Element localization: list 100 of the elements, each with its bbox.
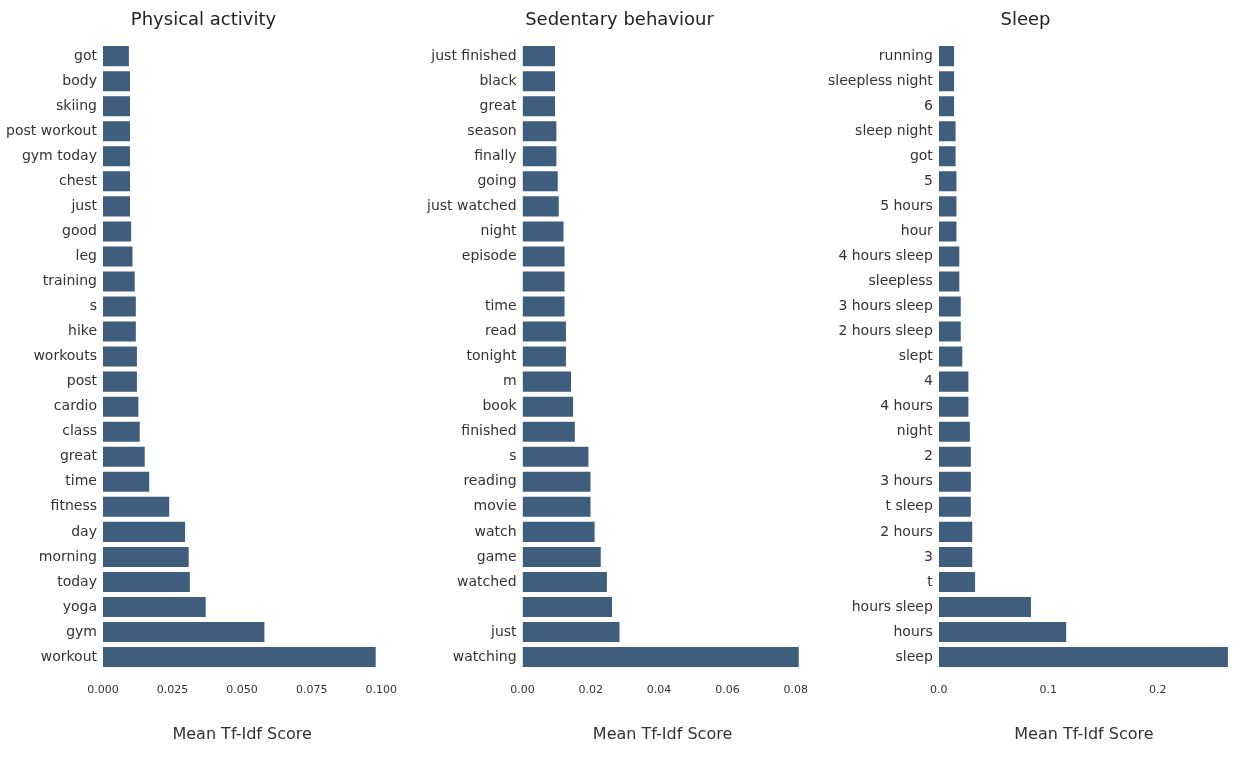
y-tick-label: time	[65, 472, 97, 489]
bar	[938, 96, 955, 117]
y-tick-label: season	[467, 121, 517, 138]
bar	[938, 396, 969, 417]
bar	[102, 622, 265, 643]
chart-title: Physical activity	[130, 8, 277, 30]
bar	[938, 546, 973, 567]
y-tick-label: fitness	[50, 497, 97, 514]
bar	[522, 471, 591, 492]
bar	[102, 346, 137, 367]
y-tick-label: hours sleep	[851, 597, 933, 614]
bar	[522, 546, 601, 567]
y-tick-label: just finished	[430, 46, 517, 63]
bar	[102, 246, 133, 267]
bar	[102, 521, 186, 542]
y-tick-label: hour	[900, 222, 934, 239]
y-tick-label: 4 hours sleep	[838, 247, 933, 264]
y-tick-label: morning	[38, 547, 97, 564]
x-tick-label: 0.025	[156, 683, 189, 697]
bar	[938, 647, 1228, 668]
chart-title: Sedentary behaviour	[525, 8, 715, 30]
bar	[102, 596, 206, 618]
y-tick-label: yoga	[62, 597, 97, 614]
bar	[938, 421, 970, 442]
x-tick-label: 0.075	[295, 683, 328, 697]
y-tick-label: great	[479, 96, 518, 113]
y-tick-label: got	[74, 46, 98, 63]
bar	[938, 221, 957, 242]
bar	[522, 271, 565, 292]
x-tick-label: 0.1	[1039, 683, 1058, 697]
bar	[938, 521, 973, 542]
y-tick-label: episode	[461, 247, 517, 264]
y-tick-label: great	[59, 447, 98, 464]
bar	[102, 546, 189, 567]
y-tick-label: sleep night	[855, 121, 934, 138]
bar	[102, 496, 170, 517]
bar	[102, 196, 130, 217]
y-tick-label: movie	[473, 497, 517, 514]
y-tick-label: finished	[461, 422, 517, 439]
y-tick-label: t sleep	[885, 497, 933, 514]
bar	[938, 121, 956, 142]
y-tick-label: sleepless night	[827, 71, 934, 88]
bar	[522, 221, 564, 242]
bar	[102, 46, 129, 67]
y-tick-label: black	[479, 71, 518, 88]
x-axis-title: Mean Tf-Idf Score	[592, 723, 733, 743]
bar	[522, 396, 574, 417]
bar	[102, 471, 150, 492]
y-tick-label: day	[71, 522, 97, 539]
bar	[938, 321, 961, 342]
y-tick-label: today	[57, 572, 97, 589]
y-tick-label: 5	[923, 171, 933, 188]
y-tick-label: post workout	[5, 121, 98, 138]
y-tick-label: workouts	[33, 347, 97, 364]
bar	[522, 622, 620, 643]
y-tick-label: workout	[40, 647, 98, 664]
bar	[522, 146, 557, 167]
x-tick-label: 0.050	[226, 683, 258, 697]
y-tick-label: 3 hours sleep	[838, 297, 933, 314]
bar	[102, 71, 130, 92]
bar	[102, 221, 132, 242]
bar	[938, 446, 971, 467]
chart-title: Sleep	[1000, 8, 1051, 30]
bar	[102, 647, 376, 668]
y-tick-label: 3	[923, 547, 933, 564]
y-tick-label: chest	[59, 171, 98, 188]
bar	[522, 647, 799, 668]
x-tick-label: 0.04	[646, 683, 672, 697]
bar	[102, 121, 130, 142]
y-tick-label: going	[477, 171, 517, 188]
x-tick-label: 0.06	[715, 683, 740, 697]
y-tick-label: training	[42, 272, 97, 289]
y-tick-label: 5 hours	[880, 197, 933, 213]
y-tick-label: hike	[68, 322, 97, 339]
y-tick-label: time	[484, 297, 517, 314]
y-tick-label: body	[62, 71, 97, 88]
y-tick-label: game	[476, 547, 517, 564]
y-tick-label: m	[502, 372, 517, 389]
y-tick-label: just watched	[425, 197, 517, 213]
bar	[522, 71, 556, 92]
bar	[522, 96, 556, 117]
y-tick-label: gym	[66, 622, 97, 639]
bar	[522, 196, 559, 217]
bar	[522, 246, 565, 267]
y-tick-label: reading	[463, 472, 517, 489]
y-tick-label: read	[485, 322, 517, 339]
y-tick-label: good	[62, 222, 97, 239]
y-tick-label: sleep	[895, 647, 933, 664]
y-tick-label: finally	[474, 146, 517, 163]
y-tick-label: skiing	[56, 96, 97, 113]
y-tick-label: post	[66, 372, 98, 389]
bar	[522, 421, 575, 442]
bar	[938, 246, 960, 267]
y-tick-label: cardio	[53, 397, 97, 414]
y-tick-label: 2 hours sleep	[838, 322, 933, 339]
bar	[102, 371, 137, 392]
y-tick-label: t	[927, 572, 934, 589]
x-tick-label: 0.00	[510, 683, 535, 697]
x-tick-label: 0.100	[365, 683, 397, 697]
bar	[938, 496, 971, 517]
